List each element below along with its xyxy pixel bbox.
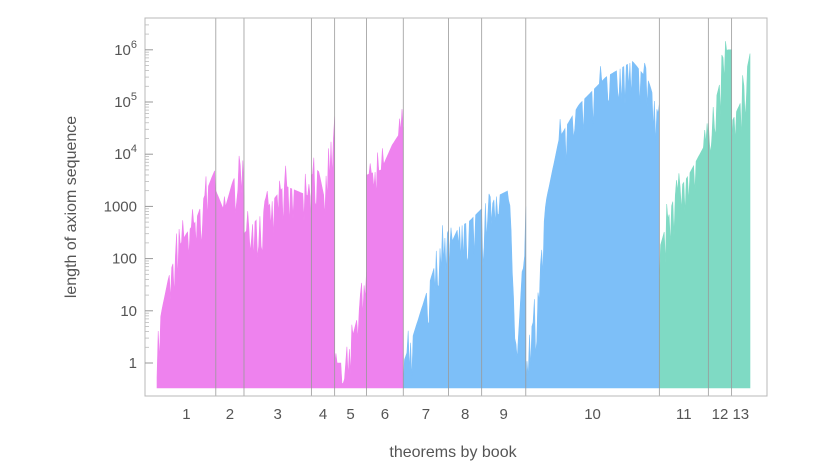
book-label-12: 12 <box>712 406 729 423</box>
y-axis: 1 10 100 1000 104 105 106 <box>104 24 153 372</box>
series-area-book-12 <box>708 41 732 389</box>
y-tick-label: 104 <box>114 143 137 163</box>
series-area-book-1 <box>156 170 217 389</box>
book-label-8: 8 <box>461 406 469 423</box>
book-label-3: 3 <box>274 406 282 423</box>
series-area-book-5 <box>334 272 367 389</box>
book-label-5: 5 <box>346 406 354 423</box>
book-label-6: 6 <box>381 406 389 423</box>
book-label-11: 11 <box>676 406 692 423</box>
y-tick-label: 1000 <box>104 198 137 215</box>
series-area-book-8 <box>448 208 482 389</box>
book-label-1: 1 <box>182 406 190 423</box>
series-area-book-7 <box>403 225 449 389</box>
plot-frame <box>144 17 768 397</box>
series-area-book-6 <box>366 109 404 389</box>
book-separators <box>215 18 733 396</box>
book-label-13: 13 <box>732 406 749 423</box>
y-tick-label: 10 <box>120 303 137 320</box>
book-label-9: 9 <box>500 406 508 423</box>
series-area-book-13 <box>731 53 751 389</box>
series-area-book-9 <box>481 190 527 389</box>
y-tick-label: 1 <box>129 355 137 372</box>
series-area-book-4 <box>311 116 335 389</box>
y-tick-label: 100 <box>112 251 137 268</box>
series-area-book-2 <box>215 155 245 389</box>
x-axis-title: theorems by book <box>389 444 517 461</box>
book-label-4: 4 <box>319 406 327 423</box>
series-area-book-10 <box>525 60 660 389</box>
book-label-7: 7 <box>422 406 430 423</box>
y-tick-label: 105 <box>114 91 137 111</box>
book-label-10: 10 <box>584 406 601 423</box>
y-axis-title: length of axiom sequence <box>63 116 80 298</box>
x-axis: 1 2 3 4 5 6 7 8 9 10 11 12 13 <box>182 406 749 423</box>
y-tick-label: 106 <box>114 39 137 59</box>
series-fills <box>156 41 751 389</box>
series-area-book-11 <box>659 123 709 389</box>
book-label-2: 2 <box>226 406 234 423</box>
series-area-book-3 <box>243 165 312 389</box>
